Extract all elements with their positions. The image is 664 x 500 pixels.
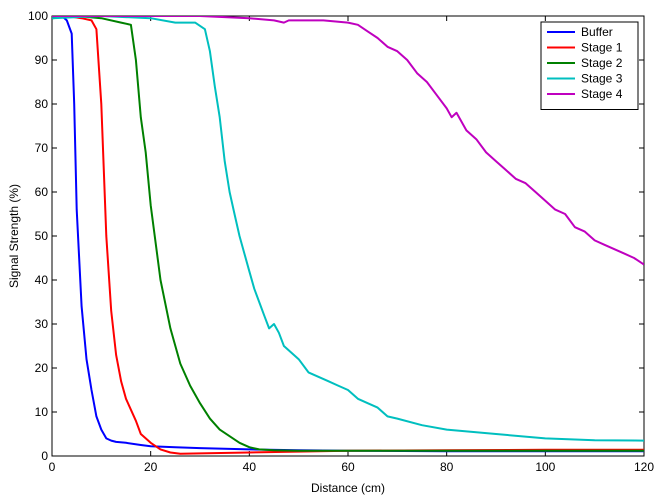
x-tick-label: 60 (341, 460, 355, 474)
series-line-stage-3 (52, 16, 644, 442)
series-group (52, 16, 644, 455)
legend-label-stage-2: Stage 2 (581, 56, 623, 70)
y-tick-label: 40 (35, 273, 49, 287)
legend-label-stage-1: Stage 1 (581, 41, 623, 55)
legend-label-stage-4: Stage 4 (581, 87, 623, 101)
series-line-stage-1 (52, 16, 644, 455)
x-axis-label: Distance (cm) (311, 481, 385, 495)
x-tick-label: 0 (49, 460, 56, 474)
x-tick-label: 20 (144, 460, 158, 474)
y-tick-label: 60 (35, 185, 49, 199)
y-tick-label: 0 (41, 449, 48, 463)
y-tick-label: 10 (35, 405, 49, 419)
x-tick-label: 100 (535, 460, 555, 474)
x-tick-label: 40 (243, 460, 257, 474)
y-tick-label: 50 (35, 229, 49, 243)
series-line-stage-4 (52, 16, 644, 266)
y-tick-label: 100 (28, 9, 48, 23)
y-tick-label: 70 (35, 141, 49, 155)
y-axis-label: Signal Strength (%) (7, 184, 21, 288)
x-tick-label: 80 (440, 460, 454, 474)
legend-label-stage-3: Stage 3 (581, 72, 623, 86)
y-tick-label: 30 (35, 317, 49, 331)
y-tick-label: 80 (35, 97, 49, 111)
x-tick-label: 120 (634, 460, 654, 474)
y-tick-label: 90 (35, 53, 49, 67)
y-tick-label: 20 (35, 361, 49, 375)
legend-label-buffer: Buffer (581, 25, 613, 39)
series-line-stage-2 (52, 16, 644, 452)
